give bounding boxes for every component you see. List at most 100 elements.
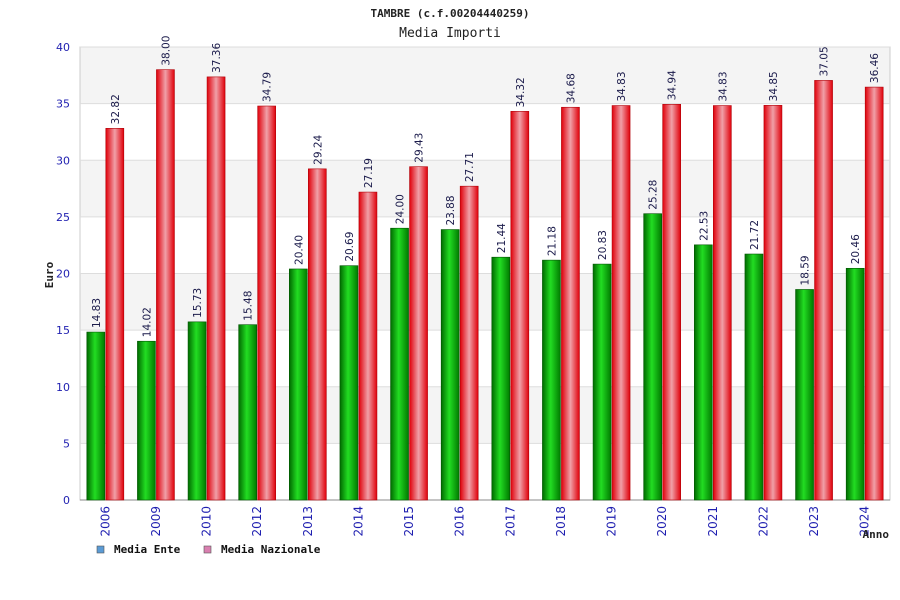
y-tick-label: 25 [56, 211, 70, 224]
bar-media-nazionale [713, 105, 732, 501]
bar-media-nazionale [763, 105, 783, 501]
data-label-media-ente: 21.44 [496, 223, 508, 253]
legend: Media Ente Media Nazionale [96, 543, 321, 556]
x-tick-label: 2024 [858, 506, 872, 537]
y-tick-label: 30 [56, 154, 70, 167]
data-label-media-ente: 14.83 [91, 298, 103, 328]
bar-media-ente [694, 244, 713, 501]
bar-media-ente [491, 256, 511, 501]
data-label-media-nazionale: 34.83 [717, 71, 729, 101]
x-tick-label: 2010 [200, 506, 214, 537]
data-label-media-ente: 25.28 [648, 180, 660, 210]
bar-media-ente [845, 267, 865, 501]
y-tick-label: 0 [63, 494, 70, 507]
bar-media-ente [187, 321, 207, 501]
data-label-media-ente: 14.02 [141, 307, 153, 337]
legend-swatch-media-ente [96, 545, 105, 554]
y-tick-label: 15 [56, 324, 70, 337]
bar-media-nazionale [561, 106, 580, 501]
data-label-media-nazionale: 34.68 [565, 73, 577, 103]
x-tick-label: 2016 [453, 506, 467, 537]
bar-media-nazionale [156, 69, 175, 501]
data-label-media-ente: 20.69 [344, 232, 356, 262]
y-tick-label: 10 [56, 381, 70, 394]
x-tick-label: 2012 [250, 506, 264, 537]
data-label-media-nazionale: 32.82 [110, 94, 122, 124]
bar-media-nazionale [105, 128, 125, 501]
bar-media-ente [592, 263, 612, 501]
chart-subtitle: Media Importi [399, 26, 501, 41]
data-label-media-nazionale: 29.24 [312, 134, 324, 164]
data-label-media-nazionale: 27.71 [464, 152, 476, 182]
bar-media-nazionale [864, 86, 884, 501]
data-label-media-nazionale: 29.43 [414, 133, 426, 163]
y-tick-label: 40 [56, 41, 70, 54]
x-tick-label: 2019 [605, 506, 619, 537]
data-label-media-nazionale: 38.00 [160, 36, 172, 66]
x-tick-label: 2018 [554, 506, 568, 537]
data-label-media-ente: 15.73 [192, 288, 204, 318]
x-axis-ticks: 2006 2009 2010 2012 2013 2014 2015 2016 2017 2018… [98, 506, 871, 537]
x-tick-label: 2015 [402, 506, 416, 537]
bar-media-ente [440, 229, 460, 501]
x-tick-label: 2022 [756, 506, 770, 537]
bar-media-ente [542, 259, 561, 501]
x-tick-label: 2006 [98, 506, 112, 537]
bar-media-ente [795, 289, 814, 501]
data-label-media-ente: 20.83 [597, 230, 609, 260]
bar-media-nazionale [308, 168, 327, 501]
data-label-media-ente: 18.59 [800, 255, 812, 285]
x-tick-label: 2021 [706, 506, 720, 537]
data-label-media-nazionale: 34.85 [768, 71, 780, 101]
y-tick-label: 35 [56, 98, 70, 111]
bar-media-nazionale [358, 191, 378, 501]
bar-media-ente [289, 268, 308, 501]
data-label-media-nazionale: 27.19 [363, 158, 375, 188]
data-label-media-nazionale: 34.32 [515, 77, 527, 107]
x-tick-label: 2013 [301, 506, 315, 537]
data-label-media-nazionale: 34.83 [616, 71, 628, 101]
bar-media-ente [643, 213, 662, 501]
x-tick-label: 2009 [149, 506, 163, 537]
x-tick-label: 2014 [351, 506, 365, 537]
bar-media-nazionale [611, 105, 631, 501]
data-label-media-ente: 21.18 [546, 226, 558, 256]
bar-media-ente [339, 265, 359, 501]
data-label-media-nazionale: 37.05 [819, 46, 831, 76]
data-label-media-ente: 23.88 [445, 195, 457, 225]
x-tick-label: 2023 [807, 506, 821, 537]
bar-media-ente [744, 253, 764, 501]
legend-swatch-media-nazionale [203, 545, 212, 554]
bar-media-nazionale [206, 76, 226, 501]
data-label-media-nazionale: 34.94 [667, 70, 679, 100]
bar-media-nazionale [662, 104, 681, 501]
y-axis-title: Euro [43, 261, 56, 288]
y-tick-label: 5 [63, 437, 70, 450]
x-axis-title: Anno [863, 528, 890, 541]
bar-media-ente [137, 340, 156, 501]
data-label-media-nazionale: 37.36 [211, 43, 223, 73]
data-label-media-ente: 24.00 [395, 194, 407, 224]
bar-media-ente [390, 227, 409, 501]
bar-media-nazionale [409, 166, 428, 501]
bar-media-ente [86, 331, 106, 501]
data-labels: 14.83 32.82 14.02 38.00 15.73 37.36 15.48 34.79… [91, 36, 881, 338]
data-label-media-ente: 15.48 [243, 291, 255, 321]
bar-media-nazionale [510, 111, 530, 501]
bar-media-nazionale [459, 185, 479, 501]
x-tick-label: 2017 [503, 506, 517, 537]
bar-media-ente [238, 324, 257, 501]
y-axis-ticks: 0 5 10 15 20 25 30 35 40 [56, 41, 70, 507]
bar-media-nazionale [257, 105, 276, 501]
chart-title: TAMBRE (c.f.00204440259) [371, 7, 530, 20]
data-label-media-nazionale: 34.79 [262, 72, 274, 102]
data-label-media-nazionale: 36.46 [869, 53, 881, 83]
legend-label-media-ente: Media Ente [114, 543, 181, 556]
y-tick-label: 20 [56, 268, 70, 281]
bar-series [86, 69, 884, 501]
data-label-media-ente: 21.72 [749, 220, 761, 250]
x-tick-label: 2020 [655, 506, 669, 537]
data-label-media-ente: 20.46 [850, 234, 862, 264]
legend-label-media-nazionale: Media Nazionale [221, 543, 321, 556]
